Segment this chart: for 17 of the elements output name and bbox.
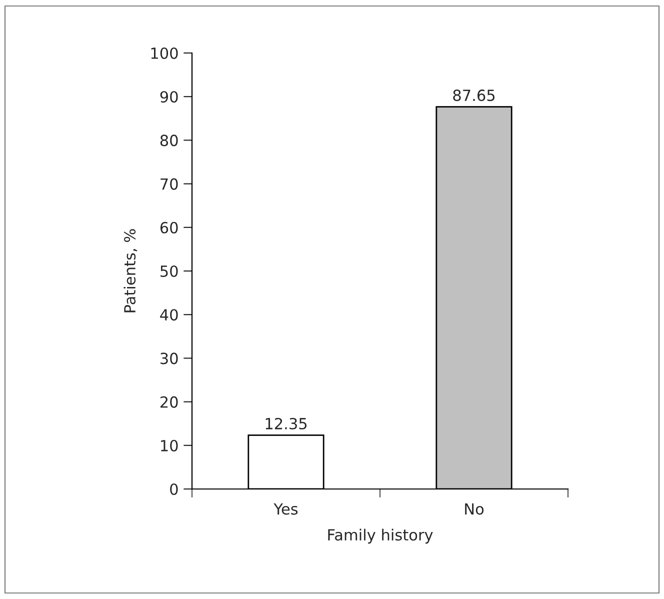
data-label: 12.35 [266, 418, 307, 430]
y-tick-label: 80 [160, 134, 178, 146]
x-axis-title: Family history [328, 528, 433, 544]
x-tick-label: No [465, 503, 484, 515]
y-tick-label: 30 [160, 352, 178, 364]
y-tick-label: 20 [160, 396, 178, 408]
y-tick-label: 90 [160, 91, 178, 103]
data-label: 87.65 [453, 90, 495, 102]
y-axis-title: Patients, % [124, 229, 138, 312]
y-tick-label: 50 [160, 265, 178, 278]
y-tick-label: 0 [170, 483, 178, 496]
y-tick-label: 40 [160, 309, 178, 321]
y-tick-label: 60 [160, 222, 178, 234]
y-tick-label: 70 [160, 178, 178, 190]
y-tick-label: 100 [151, 47, 178, 60]
x-tick-label: Yes [274, 503, 298, 515]
y-tick-label: 10 [161, 440, 178, 452]
